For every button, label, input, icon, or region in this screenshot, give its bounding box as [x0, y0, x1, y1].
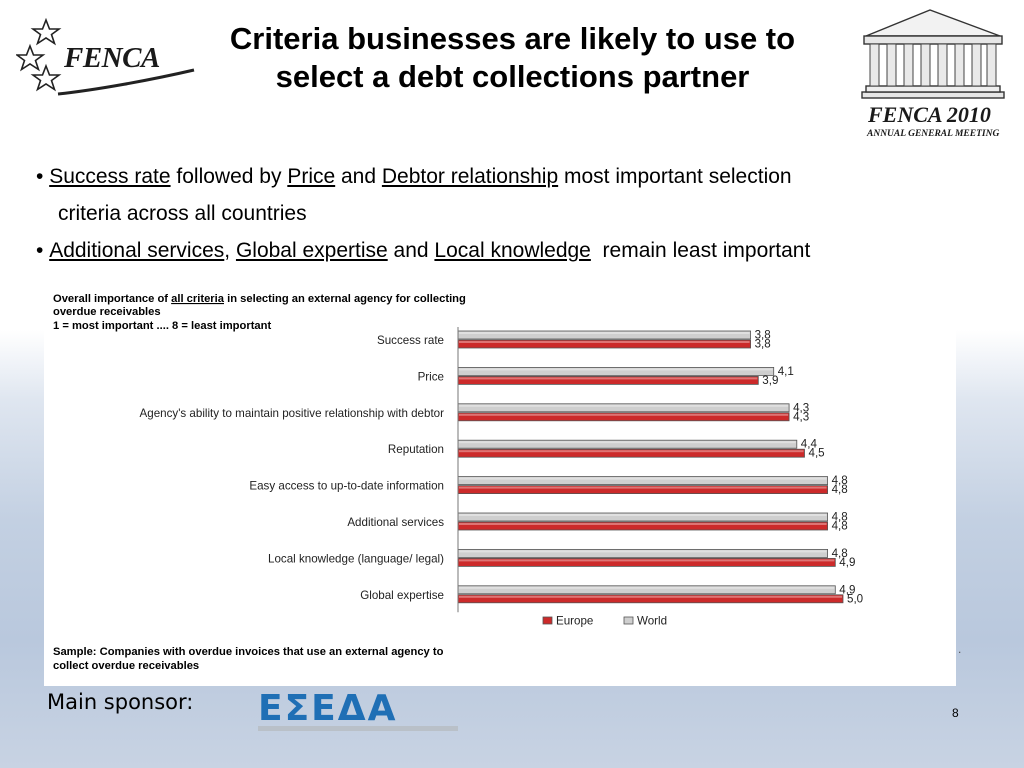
title-line-2: select a debt collections partner: [275, 59, 750, 94]
bullet-2-keyword-1: Additional services: [49, 239, 225, 262]
bar-highlight: [459, 404, 789, 407]
legend-label-europe: Europe: [556, 615, 593, 628]
data-label-world: 4,9: [839, 583, 855, 596]
category-label: Local knowledge (language/ legal): [268, 552, 444, 565]
title-line-1: Criteria businesses are likely to use to: [229, 21, 796, 56]
stray-dot: .: [958, 642, 962, 656]
chart-title-line-1: Overall importance of all criteria in se…: [53, 293, 466, 305]
category-label: Easy access to up-to-date information: [249, 480, 444, 493]
category-label: Success rate: [377, 334, 444, 347]
fenca-logo-text: FENCA: [64, 42, 160, 74]
category-label: Agency's ability to maintain positive re…: [140, 407, 445, 420]
sponsor-logo-strip: [258, 726, 458, 731]
bar-highlight: [459, 559, 835, 562]
data-label-world: 4,8: [832, 511, 848, 524]
data-label-world: 4,8: [832, 474, 848, 487]
legend-label-world: World: [637, 615, 667, 628]
agm-subtitle: ANNUAL GENERAL MEETING: [867, 129, 1000, 139]
bullet-1-text-3: most important selection: [558, 165, 792, 188]
sample-line-2: collect overdue receivables: [53, 660, 199, 672]
bar-chart: Overall importance of all criteria in se…: [53, 293, 863, 672]
data-label-world: 4,4: [801, 438, 818, 451]
bullet-1-text-1: followed by: [170, 165, 288, 188]
data-label-europe: 4,5: [809, 447, 825, 460]
bullet-list: • Success rate followed by Price and Deb…: [36, 158, 996, 269]
bar-highlight: [459, 441, 796, 444]
bullet-1-keyword-1: Success rate: [49, 165, 171, 188]
data-label-europe: 4,8: [832, 520, 848, 533]
agm-logo: FENCA 2010 ANNUAL GENERAL MEETING: [856, 6, 1012, 144]
bullet-2-keyword-2: Global expertise: [235, 239, 388, 262]
bar-highlight: [459, 332, 750, 334]
temple-icon: [861, 9, 1005, 99]
bar-highlight: [459, 377, 758, 380]
swoosh-icon: [57, 68, 195, 96]
bar-highlight: [459, 586, 835, 589]
bar-highlight: [459, 413, 789, 416]
bullet-1-text-2: and: [335, 165, 382, 188]
bar-highlight: [459, 341, 750, 343]
chart-title-line-2: overdue receivables: [53, 306, 161, 318]
category-label: Price: [418, 370, 444, 383]
bullet-2-text-3: remain least important: [590, 239, 811, 262]
legend-swatch-europe: [542, 616, 553, 625]
data-label-world: 4,1: [778, 365, 794, 378]
bullet-2-text-2: and: [387, 239, 435, 262]
bar-highlight: [459, 368, 773, 371]
bullet-1-keyword-2: Price: [287, 165, 336, 188]
sponsor-label: Main sponsor:: [47, 690, 194, 714]
data-label-world: 3,8: [755, 329, 771, 342]
data-label-world: 4,3: [793, 401, 809, 414]
data-label-europe: 5,0: [847, 592, 863, 605]
bullet-2: • Additional services, Global expertise …: [36, 239, 811, 262]
page-number: 8: [952, 706, 959, 720]
bar-highlight: [459, 523, 827, 525]
bar-highlight: [459, 486, 827, 489]
data-label-europe: 4,9: [839, 556, 855, 569]
bullet-2-keyword-3: Local knowledge: [434, 239, 591, 262]
sample-line-1: Sample: Companies with overdue invoices …: [53, 646, 444, 658]
sponsor-logo-text: ΕΣΕΔΑ: [258, 688, 398, 729]
chart-panel: Overall importance of all criteria in se…: [44, 284, 956, 686]
bar-highlight: [459, 514, 827, 516]
bar-highlight: [459, 550, 827, 553]
agm-title: FENCA 2010: [868, 102, 991, 127]
legend-swatch-world: [623, 616, 634, 625]
category-label: Global expertise: [360, 589, 444, 602]
category-label: Reputation: [388, 443, 444, 456]
bar-highlight: [459, 595, 842, 598]
bullet-1-keyword-3: Debtor relationship: [381, 165, 559, 188]
data-label-world: 4,8: [832, 547, 848, 560]
data-label-europe: 4,3: [793, 410, 809, 423]
bar-highlight: [459, 450, 804, 453]
bullet-2-text-1: ,: [224, 239, 236, 262]
stars-icon: [16, 18, 62, 92]
fenca-logo: FENCA: [16, 18, 195, 98]
bullet-1-continuation: criteria across all countries: [58, 202, 307, 225]
bullet-1: • Success rate followed by Price and Deb…: [36, 165, 792, 188]
data-label-europe: 3,9: [762, 374, 778, 387]
page-title: Criteria businesses are likely to use to…: [195, 20, 830, 96]
sponsor-logo: ΕΣΕΔΑ: [258, 688, 458, 731]
data-label-europe: 4,8: [832, 483, 848, 496]
data-label-europe: 3,8: [755, 338, 771, 351]
bar-highlight: [459, 477, 827, 480]
chart-title-line-3: 1 = most important .... 8 = least import…: [53, 320, 271, 332]
category-label: Additional services: [347, 516, 444, 529]
